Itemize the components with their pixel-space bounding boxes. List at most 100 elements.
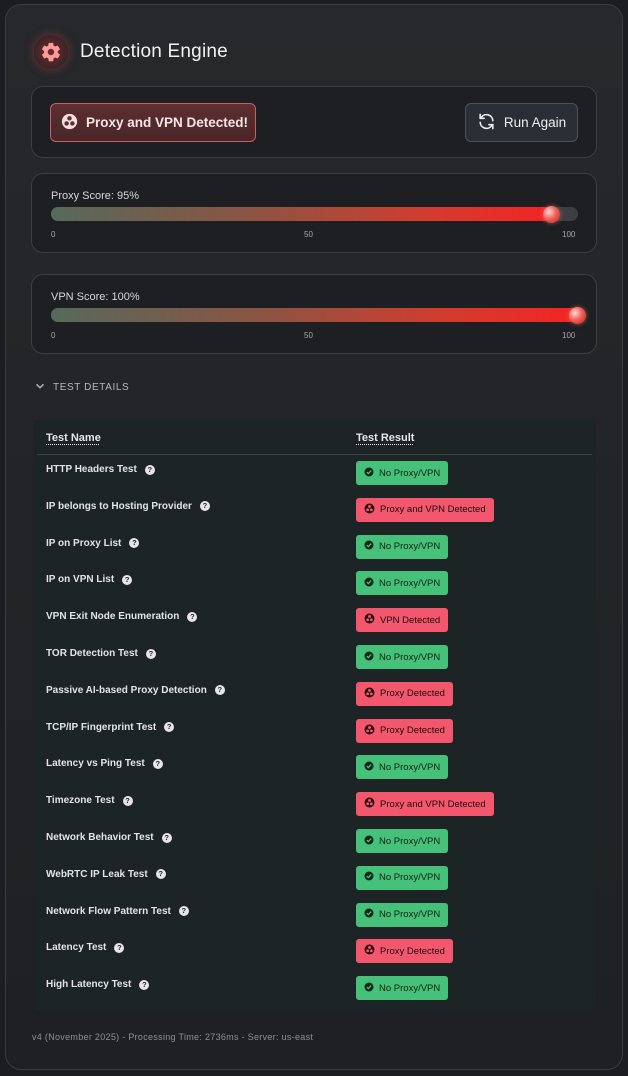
vpn-score-bar [51,307,586,324]
proxy-tick-100: 100 [562,230,576,239]
help-icon[interactable]: ? [114,942,125,953]
table-row: Network Flow Pattern Test ? No Proxy/VPN [34,902,596,940]
gear-icon [34,35,68,69]
test-result-badge: No Proxy/VPN [356,829,449,853]
test-name: IP on Proxy List [46,537,122,549]
chevron-down-icon [35,381,45,394]
check-circle-icon [364,871,374,884]
test-result-badge: No Proxy/VPN [356,755,449,780]
check-circle-icon [364,835,374,848]
help-icon[interactable]: ? [199,501,210,512]
test-result-label: Proxy and VPN Detected [380,798,486,810]
help-icon[interactable]: ? [152,758,163,769]
proxy-tick-0: 0 [51,230,56,239]
help-icon[interactable]: ? [161,832,172,843]
vpn-score-knob [569,307,586,324]
test-result-badge: Proxy Detected [356,718,453,743]
test-name: TCP/IP Fingerprint Test [46,721,157,733]
test-result-badge: Proxy Detected [356,939,453,964]
test-details-label: TEST DETAILS [53,382,130,393]
test-name: HTTP Headers Test [46,464,137,475]
check-circle-icon [364,908,374,921]
check-circle-icon [364,467,374,480]
test-name: High Latency Test [46,979,132,991]
test-name: Passive AI-based Proxy Detection [46,684,207,696]
test-result-badge: No Proxy/VPN [356,571,449,596]
col-header-test-name: Test Name [46,432,101,444]
test-result-badge: No Proxy/VPN [356,865,449,890]
help-icon[interactable]: ? [129,538,140,549]
test-result-label: No Proxy/VPN [379,872,441,884]
table-row: Timezone Test ? Proxy and VPN Detected [34,792,596,829]
test-result-badge: No Proxy/VPN [356,976,449,1001]
test-name: Latency vs Ping Test [46,758,145,770]
test-result-label: No Proxy/VPN [379,909,441,921]
biohazard-icon [61,113,78,133]
table-row: Passive AI-based Proxy Detection ? Proxy… [34,681,596,719]
biohazard-icon [364,724,375,738]
help-icon[interactable]: ? [155,869,166,880]
test-name-cell: WebRTC IP Leak Test ? [46,869,166,880]
table-row: Latency vs Ping Test ? No Proxy/VPN [34,755,596,792]
biohazard-icon [364,944,375,958]
test-result-label: No Proxy/VPN [379,982,441,994]
table-row: IP on VPN List ? No Proxy/VPN [34,571,596,608]
test-name-cell: TCP/IP Fingerprint Test ? [46,721,175,733]
help-icon[interactable]: ? [122,795,133,806]
test-name-cell: VPN Exit Node Enumeration ? [46,611,198,623]
test-name-cell: High Latency Test ? [46,979,150,991]
table-row: Latency Test ? Proxy Detected [34,939,596,976]
help-icon[interactable]: ? [122,574,133,585]
help-icon[interactable]: ? [214,685,225,696]
test-name: Timezone Test [46,795,115,807]
test-name: IP on VPN List [46,574,115,586]
help-icon[interactable]: ? [145,648,156,659]
col-header-test-result: Test Result [356,432,415,444]
test-details-toggle[interactable]: TEST DETAILS [35,381,129,394]
check-circle-icon [364,540,374,553]
test-result-label: No Proxy/VPN [379,577,441,589]
table-row: IP on Proxy List ? No Proxy/VPN [34,534,596,572]
vpn-score-label: VPN Score: 100% [51,291,140,303]
status-card: Proxy and VPN Detected! Run Again [31,86,597,158]
test-result-badge: No Proxy/VPN [356,534,449,559]
run-again-button[interactable]: Run Again [465,103,578,142]
header-divider [37,454,592,455]
test-result-badge: Proxy Detected [356,681,453,706]
help-icon[interactable]: ? [164,722,175,733]
run-again-label: Run Again [503,115,567,130]
help-icon[interactable]: ? [187,611,198,622]
table-row: IP belongs to Hosting Provider ? Proxy a… [34,497,596,535]
biohazard-icon [364,503,375,517]
check-circle-icon [364,651,374,664]
test-result-label: Proxy Detected [380,688,445,700]
test-result-label: No Proxy/VPN [379,651,441,663]
table-row: VPN Exit Node Enumeration ? VPN Detected [34,608,596,645]
proxy-tick-50: 50 [304,230,313,239]
vpn-tick-50: 50 [304,331,313,340]
test-name-cell: TOR Detection Test ? [46,648,156,659]
proxy-score-bar [51,206,578,223]
help-icon[interactable]: ? [139,979,150,990]
detection-status-label: Proxy and VPN Detected! [86,115,249,130]
check-circle-icon [364,577,374,590]
table-row: WebRTC IP Leak Test ? No Proxy/VPN [34,865,596,903]
proxy-score-knob [542,206,560,223]
table-row: TCP/IP Fingerprint Test ? Proxy Detected [34,718,596,756]
table-row: HTTP Headers Test ? No Proxy/VPN [34,461,596,498]
check-circle-icon [364,761,374,774]
test-name: VPN Exit Node Enumeration [46,611,180,623]
test-name-cell: IP on Proxy List ? [46,537,140,549]
test-name-cell: IP belongs to Hosting Provider ? [46,501,210,512]
test-name-cell: Timezone Test ? [46,795,133,806]
help-icon[interactable]: ? [178,906,189,917]
test-result-badge: No Proxy/VPN [356,645,449,669]
help-icon[interactable]: ? [144,464,155,475]
test-result-label: No Proxy/VPN [379,835,441,847]
test-result-badge: Proxy and VPN Detected [356,497,494,522]
test-name: Network Behavior Test [46,832,154,843]
vpn-score-card: VPN Score: 100% 0 50 100 [31,274,597,354]
test-name-cell: Latency Test ? [46,942,125,953]
test-name-cell: Passive AI-based Proxy Detection ? [46,685,225,696]
detection-status-badge: Proxy and VPN Detected! [50,103,256,142]
